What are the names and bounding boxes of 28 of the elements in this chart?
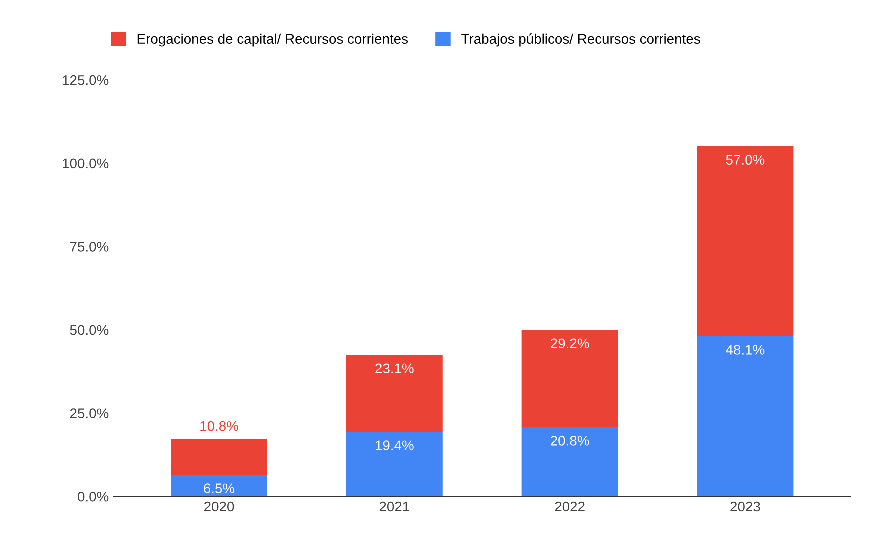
y-tick-label: 75.0% (70, 242, 109, 252)
legend-label: Erogaciones de capital/ Recursos corrientes (138, 34, 408, 47)
x-tick-label: 2022 (555, 502, 585, 512)
bar (522, 330, 618, 428)
data-label: 29.2% (551, 338, 590, 349)
y-tick-label: 100.0% (63, 158, 109, 169)
data-label: 19.4% (376, 440, 414, 451)
data-label: 57.0% (726, 155, 765, 165)
x-tick-label: 2023 (730, 502, 760, 512)
bar (171, 474, 268, 497)
data-label: 23.1% (376, 364, 414, 374)
bar (346, 355, 443, 432)
y-tick-label: 125.0% (63, 75, 109, 86)
y-tick-label: 0.0% (78, 492, 109, 502)
bar (171, 438, 268, 475)
bar (697, 146, 794, 336)
bar (346, 432, 443, 497)
data-label: 48.1% (726, 345, 765, 355)
x-tick-label: 2020 (204, 502, 234, 512)
data-label: 6.5% (204, 484, 235, 494)
bar (697, 336, 794, 497)
y-tick-label: 25.0% (70, 408, 109, 418)
x-tick-label: 2021 (380, 502, 410, 512)
data-label: 10.8% (200, 421, 238, 432)
data-label: 20.8% (551, 436, 590, 446)
legend-label: Trabajos públicos/ Recursos corrientes (462, 34, 700, 47)
bar (522, 427, 618, 497)
y-tick-label: 50.0% (70, 325, 109, 336)
